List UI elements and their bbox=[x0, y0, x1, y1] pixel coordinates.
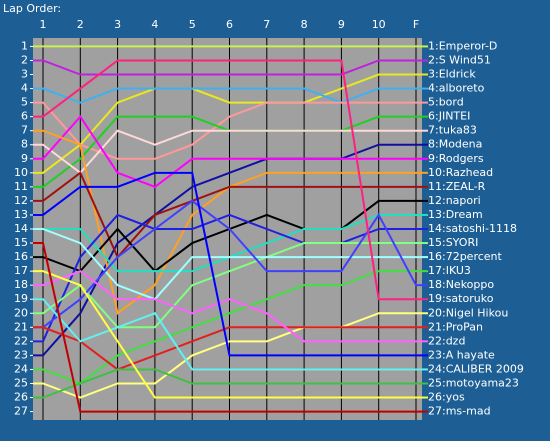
legend-label: 6:JINTEI bbox=[428, 110, 470, 123]
x-tick-label: 3 bbox=[114, 18, 121, 31]
y-tick-label: 7 bbox=[21, 124, 28, 137]
y-tick-label: 13 bbox=[14, 208, 28, 221]
x-tick-label: 2 bbox=[77, 18, 84, 31]
position-line bbox=[33, 115, 422, 188]
y-tick-label: 19 bbox=[14, 292, 28, 305]
legend-label: 5:bord bbox=[428, 96, 464, 109]
chart-title: Lap Order: bbox=[3, 2, 61, 15]
legend-label: 15:SYORI bbox=[428, 236, 478, 249]
position-line bbox=[33, 59, 422, 301]
x-tick-label: 1 bbox=[40, 18, 47, 31]
legend-label: 13:Dream bbox=[428, 208, 483, 221]
y-tick-label: 6 bbox=[21, 110, 28, 123]
y-tick-label: 1 bbox=[21, 39, 28, 52]
legend-label: 20:Nigel Hikou bbox=[428, 306, 508, 319]
legend-label: 25:motoyama23 bbox=[428, 376, 519, 389]
y-tick-label: 20 bbox=[14, 306, 28, 319]
legend-label: 9:Rodgers bbox=[428, 152, 484, 165]
y-tick-label: 12 bbox=[14, 194, 28, 207]
legend-label: 22:dzd bbox=[428, 334, 465, 347]
y-tick-label: 23 bbox=[14, 348, 28, 361]
position-line bbox=[33, 87, 422, 104]
y-tick-label: 11 bbox=[14, 180, 28, 193]
y-tick-label: 15 bbox=[14, 236, 28, 249]
legend-label: 23:A hayate bbox=[428, 348, 495, 361]
position-line bbox=[33, 368, 422, 399]
x-tick-label: 4 bbox=[151, 18, 158, 31]
position-line bbox=[33, 213, 422, 343]
position-line bbox=[33, 270, 422, 343]
position-line bbox=[33, 298, 422, 371]
legend-label: 18:Nekoppo bbox=[428, 278, 494, 291]
legend-label: 3:Eldrick bbox=[428, 68, 476, 81]
position-line bbox=[33, 228, 422, 301]
position-line bbox=[33, 270, 422, 399]
position-line bbox=[33, 59, 422, 76]
legend-label: 24:CALIBER 2009 bbox=[428, 362, 524, 375]
legend-label: 7:tuka83 bbox=[428, 124, 477, 137]
position-line bbox=[33, 143, 422, 357]
x-tick-label: 5 bbox=[189, 18, 196, 31]
x-tick-label: 6 bbox=[226, 18, 233, 31]
y-tick-label: 16 bbox=[14, 250, 28, 263]
y-tick-label: 21 bbox=[14, 320, 28, 333]
legend-label: 26:yos bbox=[428, 391, 465, 404]
y-tick-label: 8 bbox=[21, 138, 28, 151]
legend-label: 12:napori bbox=[428, 194, 481, 207]
legend-label: 8:Modena bbox=[428, 138, 482, 151]
legend-label: 1:Emperor-D bbox=[428, 39, 497, 52]
y-tick-label: 24 bbox=[14, 362, 28, 375]
y-tick-label: 14 bbox=[14, 222, 28, 235]
legend-label: 19:satoruko bbox=[428, 292, 494, 305]
legend-label: 14:satoshi-1118 bbox=[428, 222, 517, 235]
x-tick-label: 10 bbox=[372, 18, 386, 31]
legend-label: 11:ZEAL-R bbox=[428, 180, 486, 193]
x-tick-label: 9 bbox=[338, 18, 345, 31]
y-tick-label: 22 bbox=[14, 334, 28, 347]
position-line bbox=[33, 242, 422, 413]
legend-label: 21:ProPan bbox=[428, 320, 483, 333]
y-tick-label: 25 bbox=[14, 376, 28, 389]
y-tick-label: 9 bbox=[21, 152, 28, 165]
legend-label: 27:ms-mad bbox=[428, 405, 491, 418]
y-tick-label: 5 bbox=[21, 96, 28, 109]
position-line bbox=[33, 199, 422, 329]
y-tick-label: 27 bbox=[14, 405, 28, 418]
position-line bbox=[33, 312, 422, 399]
y-tick-label: 18 bbox=[14, 278, 28, 291]
legend-label: 10:Razhead bbox=[428, 166, 493, 179]
x-tick-label: 8 bbox=[301, 18, 308, 31]
legend-label: 17:IKU3 bbox=[428, 264, 471, 277]
position-line bbox=[33, 171, 422, 259]
y-tick-label: 4 bbox=[21, 82, 28, 95]
y-tick-label: 2 bbox=[21, 53, 28, 66]
y-tick-label: 10 bbox=[14, 166, 28, 179]
y-tick-label: 3 bbox=[21, 68, 28, 81]
y-tick-label: 17 bbox=[14, 264, 28, 277]
legend-label: 2:S Wind51 bbox=[428, 53, 491, 66]
x-tick-label: F bbox=[413, 18, 419, 31]
position-line bbox=[33, 171, 422, 357]
legend-label: 4:alboreto bbox=[428, 82, 485, 95]
legend-label: 16:72percent bbox=[428, 250, 503, 263]
y-tick-label: 26 bbox=[14, 391, 28, 404]
x-tick-label: 7 bbox=[263, 18, 270, 31]
